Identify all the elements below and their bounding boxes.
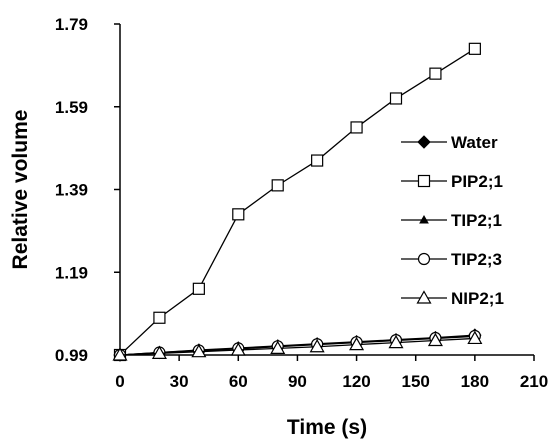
legend-marker bbox=[417, 135, 431, 149]
x-tick-label: 0 bbox=[115, 372, 124, 391]
series-pip2-1 bbox=[113, 42, 481, 362]
legend-marker bbox=[416, 290, 432, 304]
series-layer bbox=[112, 42, 483, 362]
legend-marker bbox=[419, 214, 429, 224]
legend-item: NIP2;1 bbox=[401, 289, 504, 308]
data-point bbox=[112, 347, 128, 361]
data-point bbox=[309, 339, 325, 353]
legend-label: Water bbox=[451, 133, 498, 152]
legend-label: TIP2;1 bbox=[451, 211, 502, 230]
series-line bbox=[119, 335, 475, 356]
data-point bbox=[388, 334, 404, 349]
y-axis-title: Relative volume bbox=[9, 110, 32, 270]
series-line bbox=[119, 337, 475, 356]
y-tick-label: 0.99 bbox=[55, 346, 88, 365]
data-point bbox=[349, 336, 365, 351]
series-nip2-1 bbox=[112, 330, 483, 361]
data-point bbox=[271, 179, 284, 192]
data-point bbox=[427, 332, 443, 347]
y-tick-label: 1.39 bbox=[55, 181, 88, 200]
data-point bbox=[230, 342, 246, 356]
data-point bbox=[350, 121, 363, 134]
x-tick-label: 180 bbox=[461, 372, 489, 391]
legend-label: PIP2;1 bbox=[451, 172, 503, 191]
legend-item: TIP2;3 bbox=[401, 250, 502, 269]
y-tick-label: 1.19 bbox=[55, 263, 88, 282]
data-point bbox=[429, 67, 442, 80]
legend-marker bbox=[417, 252, 431, 266]
data-point bbox=[270, 340, 286, 354]
x-tick-label: 120 bbox=[342, 372, 370, 391]
x-axis-title: Time (s) bbox=[287, 416, 367, 439]
legend-item: PIP2;1 bbox=[401, 172, 503, 191]
data-point bbox=[153, 311, 166, 324]
x-tick-label: 60 bbox=[229, 372, 248, 391]
x-tick-label: 30 bbox=[170, 372, 189, 391]
data-point bbox=[389, 92, 403, 105]
x-tick-label: 210 bbox=[520, 372, 548, 391]
data-point bbox=[151, 345, 167, 359]
legend-item: TIP2;1 bbox=[401, 211, 502, 230]
x-tick-label: 150 bbox=[402, 372, 430, 391]
legend-label: NIP2;1 bbox=[451, 289, 504, 308]
legend-marker bbox=[417, 174, 431, 188]
data-point bbox=[192, 282, 205, 295]
data-point bbox=[467, 330, 483, 345]
x-tick-label: 90 bbox=[288, 372, 307, 391]
data-point bbox=[232, 208, 245, 221]
legend-label: TIP2;3 bbox=[451, 250, 502, 269]
legend-item: Water bbox=[401, 133, 498, 152]
data-point bbox=[468, 42, 481, 55]
y-tick-label: 1.59 bbox=[55, 98, 88, 117]
data-point bbox=[311, 154, 324, 167]
series-line bbox=[119, 48, 476, 356]
y-tick-label: 1.79 bbox=[55, 15, 88, 34]
axes: 0 30 60 90 120 150 180 210 0.99 1.19 1.39 1.59 1.79 bbox=[55, 15, 548, 391]
data-point bbox=[191, 343, 207, 358]
legend: Water PIP2;1 TIP2;1 TIP2;3 NIP2;1 bbox=[401, 133, 504, 308]
